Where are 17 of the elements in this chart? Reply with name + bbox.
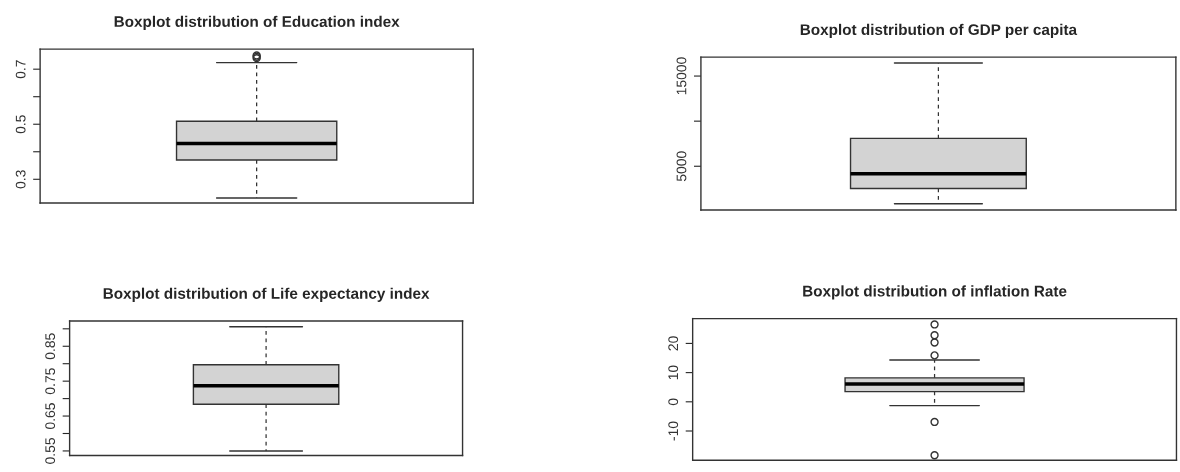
- y-tick-label: 5000: [676, 151, 687, 182]
- y-tick-label: 0: [668, 398, 679, 406]
- chart-title: Boxplot distribution of GDP per capita: [800, 23, 1078, 39]
- y-tick-label: 10: [668, 365, 679, 380]
- y-tick-label: 0.85: [45, 333, 56, 360]
- y-tick-label: 0.65: [45, 403, 56, 430]
- chart-title: Boxplot distribution of inflation Rate: [803, 285, 1067, 300]
- y-tick-label: 0.75: [45, 368, 56, 395]
- y-tick-label: 0.5: [15, 115, 26, 134]
- y-tick-label: 20: [668, 336, 679, 351]
- y-tick-label: 15000: [676, 57, 687, 95]
- y-tick-label: 0.3: [15, 170, 26, 189]
- chart-title: Boxplot distribution of Life expectancy index: [103, 287, 430, 302]
- y-tick-label: -10: [668, 421, 679, 441]
- y-tick-label: 0.55: [45, 438, 56, 464]
- chart-title: Boxplot distribution of Education index: [114, 15, 400, 31]
- y-tick-label: 0.7: [15, 60, 26, 79]
